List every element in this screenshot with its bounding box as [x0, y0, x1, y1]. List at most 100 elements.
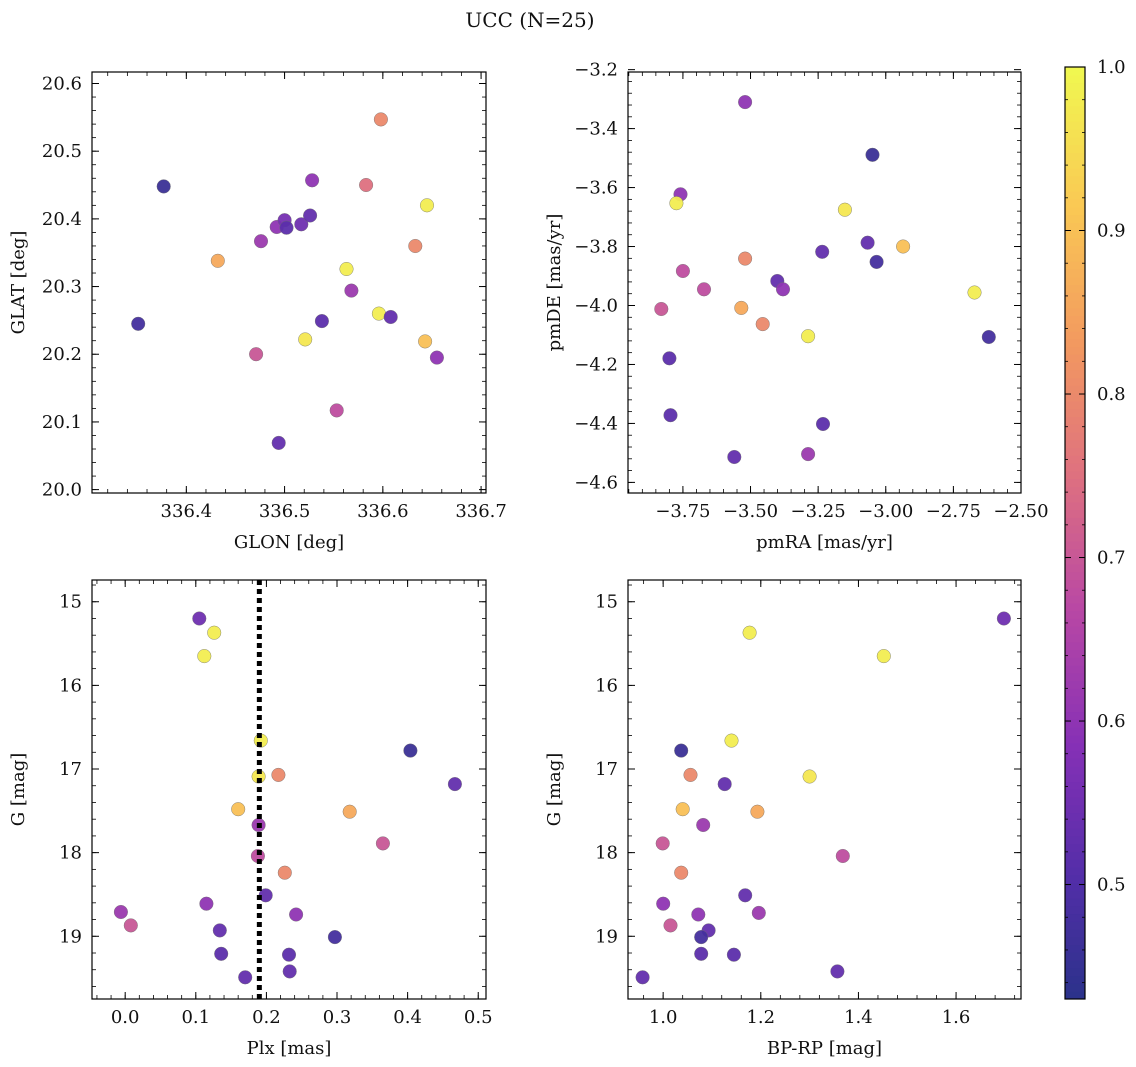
- y-axis-label: G [mag]: [8, 753, 29, 826]
- y-axis-label: GLAT [deg]: [8, 231, 29, 335]
- colorbar-segment: [1065, 260, 1085, 270]
- colorbar-segment: [1065, 990, 1085, 1000]
- colorbar-segment: [1065, 89, 1085, 99]
- y-tick-label: −3.8: [574, 237, 618, 258]
- data-point: [674, 743, 689, 758]
- colorbar-segment: [1065, 501, 1085, 511]
- colorbar-segment: [1065, 330, 1085, 340]
- colorbar-segment: [1065, 749, 1085, 759]
- colorbar-segment: [1065, 633, 1085, 643]
- colorbar-segment: [1065, 283, 1085, 293]
- x-tick-label: 0.0: [111, 1007, 140, 1028]
- y-axis-label: pmDE [mas/yr]: [544, 214, 565, 352]
- colorbar-segment: [1065, 136, 1085, 146]
- y-tick-label: −4.6: [574, 472, 618, 493]
- y-tick-label: 20.4: [42, 209, 82, 230]
- colorbar-tick-label: 0.9: [1097, 221, 1126, 242]
- data-point: [253, 234, 268, 249]
- colorbar-segment: [1065, 159, 1085, 169]
- colorbar-segment: [1065, 346, 1085, 355]
- data-point: [755, 317, 770, 332]
- data-point: [835, 849, 850, 864]
- x-axis-label: pmRA [mas/yr]: [756, 532, 893, 553]
- colorbar-segment: [1065, 516, 1085, 526]
- colorbar-segment: [1065, 936, 1085, 946]
- data-point: [373, 112, 388, 127]
- y-tick-label: 19: [595, 926, 618, 947]
- colorbar-segment: [1065, 299, 1085, 309]
- colorbar-segment: [1065, 439, 1085, 449]
- colorbar-segment: [1065, 804, 1085, 814]
- y-tick-label: 20.6: [42, 74, 82, 95]
- data-point: [447, 777, 462, 792]
- colorbar-segment: [1065, 252, 1085, 262]
- data-point: [742, 625, 757, 640]
- x-tick-label: 0.1: [181, 1007, 210, 1028]
- x-axis-label: GLON [deg]: [234, 532, 344, 553]
- data-point: [344, 283, 359, 298]
- y-tick-label: 16: [59, 675, 82, 696]
- x-tick-label: −2.50: [993, 501, 1048, 522]
- scatter-panel-1: 336.4 336.5 336.6 336.7 20.0 20.1 20.2 20.3 20.4…: [8, 71, 507, 553]
- colorbar-tick-label: 0.7: [1097, 548, 1126, 569]
- colorbar-tick-label: 1.0: [1097, 57, 1126, 78]
- colorbar-segment: [1065, 641, 1085, 650]
- data-point: [231, 802, 246, 817]
- data-point: [359, 177, 374, 192]
- colorbar-segment: [1065, 221, 1085, 231]
- colorbar-segment: [1065, 416, 1085, 425]
- colorbar-segment: [1065, 66, 1085, 76]
- y-tick-label: 18: [595, 843, 618, 864]
- data-point: [339, 262, 354, 277]
- y-axis-label: G [mag]: [544, 753, 565, 826]
- y-tick-label: 17: [595, 759, 618, 780]
- y-tick-label: 20.5: [42, 141, 82, 162]
- x-axis-label: BP-RP [mag]: [767, 1038, 882, 1059]
- colorbar-segment: [1065, 765, 1085, 775]
- colorbar-segment: [1065, 408, 1085, 417]
- x-tick-label: −2.75: [926, 501, 981, 522]
- data-point: [383, 310, 398, 325]
- x-tick-label: 336.4: [161, 501, 213, 522]
- data-point: [635, 970, 650, 985]
- x-tick-label: 1.6: [942, 1007, 971, 1028]
- data-point: [801, 447, 816, 462]
- data-point: [371, 306, 386, 321]
- colorbar-segment: [1065, 175, 1085, 184]
- data-point: [655, 836, 670, 851]
- data-point: [860, 235, 875, 250]
- data-point: [694, 930, 709, 945]
- data-point: [249, 347, 264, 362]
- colorbar-segment: [1065, 571, 1085, 581]
- data-point: [726, 947, 741, 962]
- data-point: [289, 907, 304, 922]
- data-point: [282, 964, 297, 979]
- colorbar-segment: [1065, 206, 1085, 216]
- colorbar-segment: [1065, 959, 1085, 969]
- data-point: [816, 417, 831, 432]
- colorbar-segment: [1065, 361, 1085, 371]
- colorbar-segment: [1065, 866, 1085, 876]
- x-tick-label: −3.00: [858, 501, 913, 522]
- x-tick-label: 336.7: [455, 501, 507, 522]
- colorbar-segment: [1065, 897, 1085, 907]
- colorbar-segment: [1065, 485, 1085, 495]
- colorbar-segment: [1065, 151, 1085, 161]
- colorbar-segment: [1065, 850, 1085, 860]
- colorbar: 0.5 0.6 0.7 0.8 0.9 1.0: [1064, 57, 1126, 1000]
- axes-frame: [627, 71, 1022, 494]
- y-tick-label: 17: [59, 759, 82, 780]
- colorbar-segment: [1065, 478, 1085, 487]
- colorbar-segment: [1065, 726, 1085, 736]
- data-point: [662, 351, 677, 366]
- colorbar-segment: [1065, 788, 1085, 798]
- colorbar-segment: [1065, 548, 1085, 557]
- data-point: [815, 244, 830, 259]
- x-tick-label: 336.5: [259, 501, 311, 522]
- colorbar-segment: [1065, 276, 1085, 285]
- data-point: [294, 217, 309, 232]
- colorbar-segment: [1065, 183, 1085, 192]
- colorbar-segment: [1065, 944, 1085, 953]
- colorbar-segment: [1065, 858, 1085, 868]
- x-tick-label: 1.2: [746, 1007, 775, 1028]
